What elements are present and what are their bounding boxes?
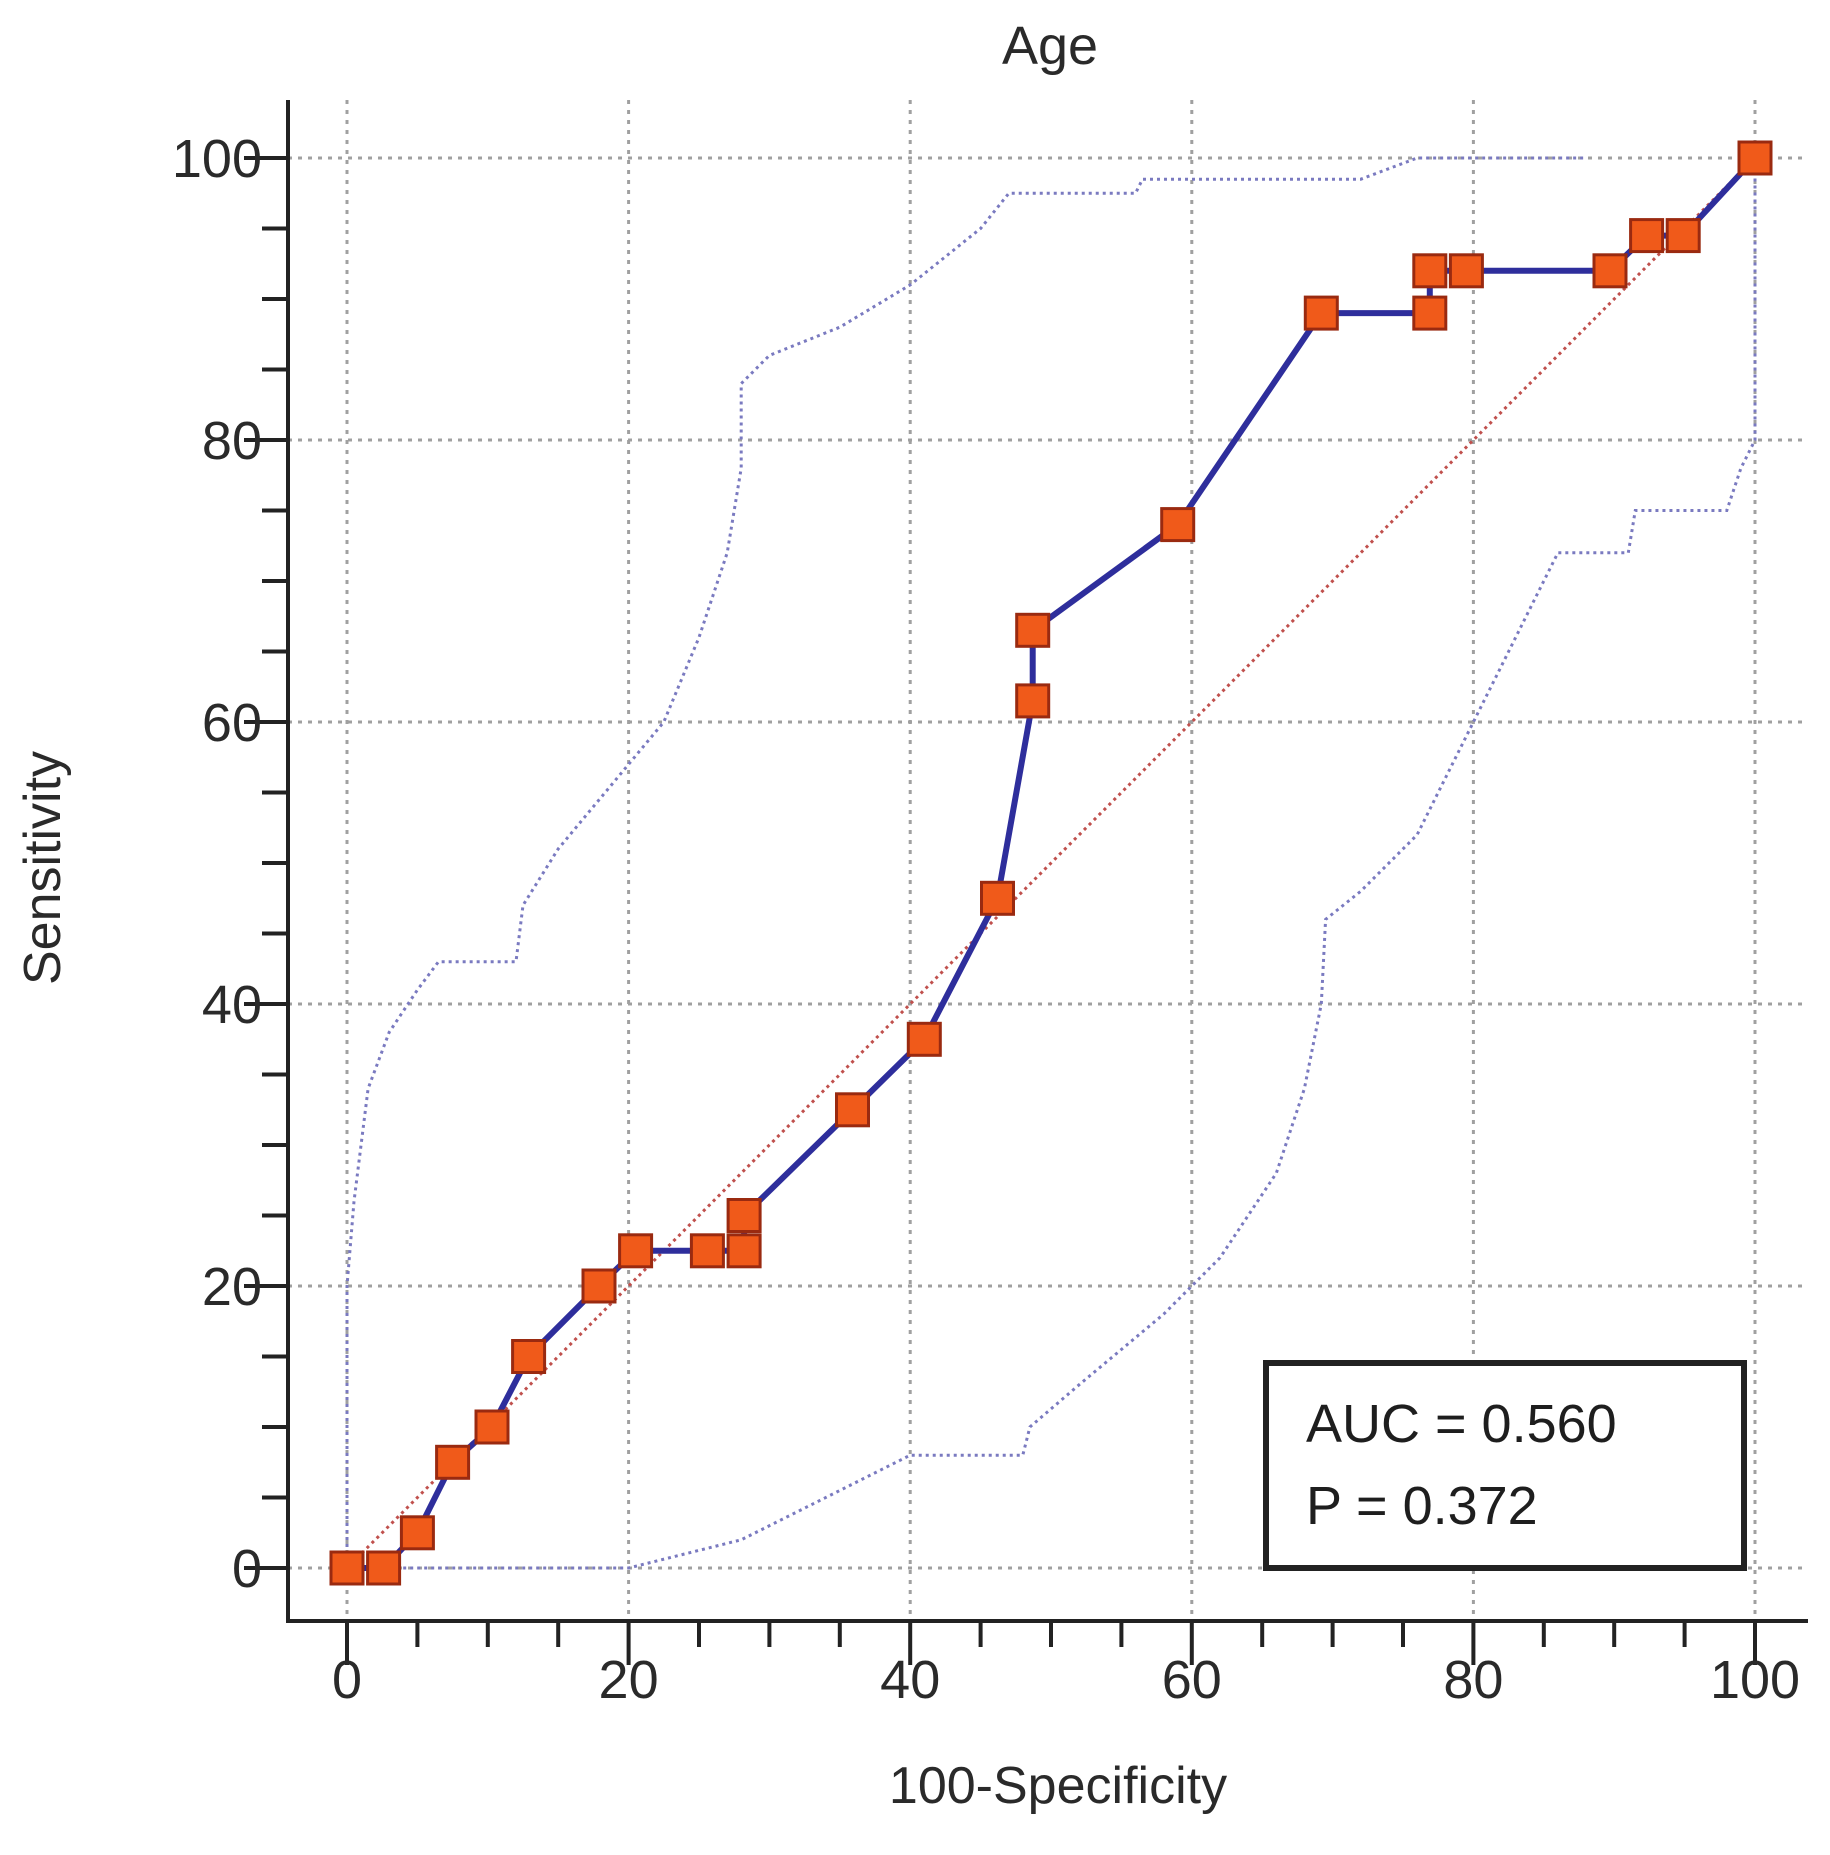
reference-diagonal-layer — [345, 156, 1757, 1570]
grid — [288, 100, 1808, 1621]
roc-point — [1160, 507, 1196, 543]
axes: 0 20 40 60 80 100 0 20 40 60 80 100 — [172, 100, 1808, 1710]
roc-point — [581, 1268, 617, 1304]
reference-diagonal — [345, 156, 1757, 1570]
roc-point — [980, 880, 1015, 916]
x-tick-label: 20 — [599, 1650, 659, 1710]
roc-point — [1412, 295, 1448, 331]
roc-point — [726, 1233, 762, 1269]
roc-point — [329, 1550, 365, 1586]
roc-point — [618, 1233, 654, 1269]
roc-point — [1629, 218, 1665, 254]
roc-point — [1665, 218, 1701, 254]
y-tick-label: 20 — [202, 1257, 262, 1317]
y-tick-label: 100 — [172, 129, 262, 189]
stats-box: AUC = 0.560 P = 0.372 — [1263, 1360, 1747, 1571]
x-axis-title: 100-Specificity — [889, 1757, 1227, 1815]
roc-point — [726, 1198, 762, 1233]
roc-point — [835, 1092, 870, 1128]
x-tick-label: 60 — [1162, 1650, 1222, 1710]
confidence-bands — [345, 156, 1757, 1570]
ci-upper-line — [345, 156, 1586, 1568]
ci-lower-line — [382, 158, 1757, 1570]
y-tick-label: 0 — [232, 1539, 262, 1599]
roc-point — [1303, 295, 1339, 331]
roc-point — [366, 1550, 402, 1586]
roc-point — [1592, 253, 1628, 289]
roc-markers — [329, 140, 1773, 1586]
x-tick-label: 0 — [332, 1650, 362, 1710]
roc-point — [399, 1515, 435, 1551]
roc-point — [474, 1409, 510, 1445]
y-tick-label: 60 — [202, 693, 262, 753]
roc-point — [1448, 253, 1484, 289]
y-tick-label: 40 — [202, 975, 262, 1035]
roc-point — [1412, 253, 1448, 289]
y-axis-title: Sensitivity — [14, 751, 72, 985]
x-tick-label: 100 — [1710, 1650, 1800, 1710]
auc-label: AUC = 0.560 — [1306, 1394, 1617, 1454]
x-tick-label: 40 — [880, 1650, 940, 1710]
roc-point — [1015, 683, 1051, 719]
y-tick-label: 80 — [202, 411, 262, 471]
roc-point — [511, 1339, 547, 1374]
x-tick-label: 80 — [1443, 1650, 1503, 1710]
chart-title: Age — [1002, 16, 1098, 76]
stats-box-frame — [1263, 1360, 1747, 1571]
roc-point — [1737, 140, 1773, 176]
roc-point — [689, 1233, 725, 1269]
roc-point — [1015, 612, 1051, 648]
roc-point — [906, 1021, 942, 1057]
roc-point — [435, 1444, 471, 1480]
p-value-label: P = 0.372 — [1306, 1476, 1538, 1536]
